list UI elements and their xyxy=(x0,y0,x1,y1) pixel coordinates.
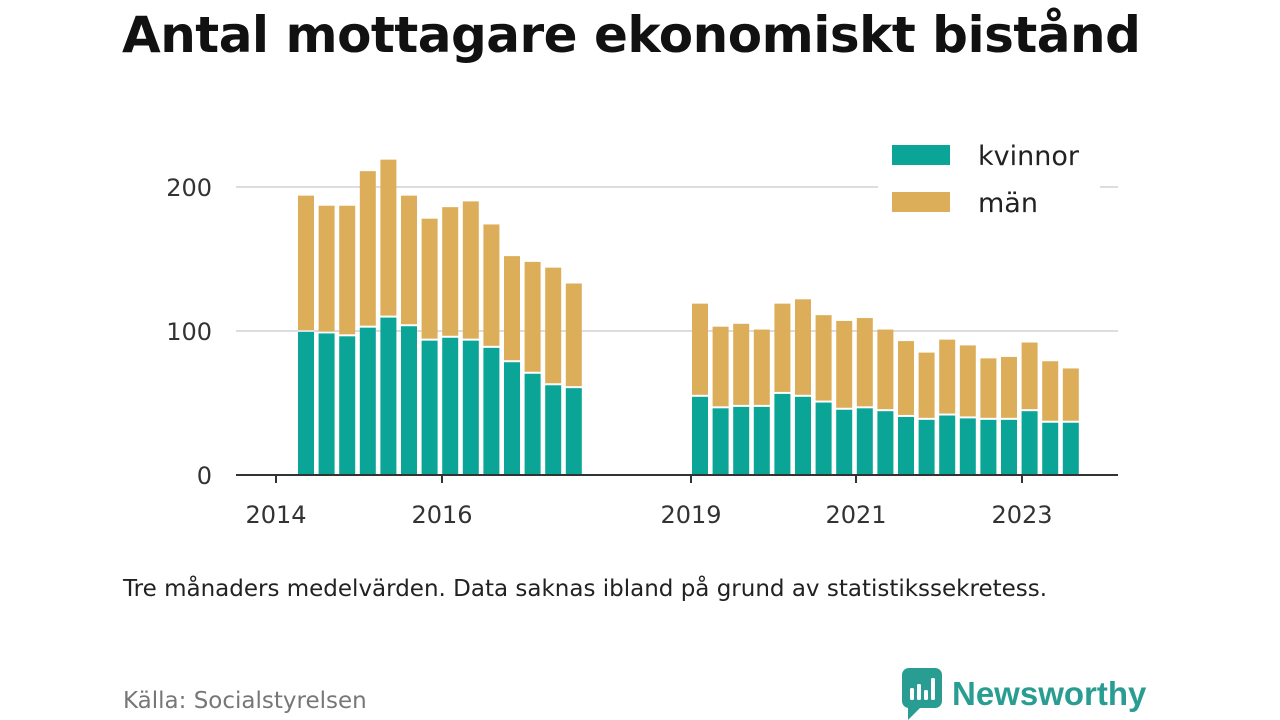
bar-man xyxy=(339,205,356,335)
bar-kvinnor xyxy=(524,373,541,475)
bar-man xyxy=(1001,356,1017,418)
bar-kvinnor xyxy=(339,336,356,475)
x-tick-label: 2021 xyxy=(825,501,886,529)
bar-kvinnor xyxy=(1021,411,1038,475)
bar-kvinnor xyxy=(980,419,997,475)
bar-kvinnor xyxy=(359,327,376,475)
bar-man xyxy=(939,339,956,414)
brand-name: Newsworthy xyxy=(952,675,1147,712)
bar-kvinnor xyxy=(692,396,708,475)
bar-man xyxy=(959,345,976,417)
bar-man xyxy=(918,352,935,418)
bar-kvinnor xyxy=(298,332,314,475)
bar-man xyxy=(565,283,582,387)
bar-man xyxy=(545,267,562,384)
legend-label: kvinnor xyxy=(978,141,1080,172)
bar-kvinnor xyxy=(959,418,976,475)
bar-man xyxy=(898,341,914,415)
bar-man xyxy=(774,303,791,392)
bar-kvinnor xyxy=(421,340,438,475)
x-tick-label: 2019 xyxy=(660,501,721,529)
bar-man xyxy=(298,195,314,330)
bar-man xyxy=(1042,361,1059,421)
bar-man xyxy=(795,299,811,395)
chart-title: Antal mottagare ekonomiskt bistånd xyxy=(122,6,1141,64)
bar-man xyxy=(1021,342,1038,410)
legend-label: män xyxy=(978,188,1038,219)
bar-man xyxy=(733,323,750,405)
bar-kvinnor xyxy=(939,415,956,475)
bar-man xyxy=(318,205,335,332)
bar-kvinnor xyxy=(545,385,562,475)
bar-kvinnor xyxy=(1042,422,1059,475)
bar-kvinnor xyxy=(462,340,479,475)
bar-man xyxy=(877,329,894,410)
bar-kvinnor xyxy=(877,411,894,475)
y-tick-label: 200 xyxy=(166,174,212,202)
legend-swatch xyxy=(892,145,950,165)
bar-kvinnor xyxy=(565,388,582,475)
bar-kvinnor xyxy=(898,416,914,475)
bar-man xyxy=(980,358,997,418)
newsworthy-logo[interactable]: Newsworthy xyxy=(902,668,1146,720)
y-tick-label: 0 xyxy=(197,462,212,490)
bar-man xyxy=(836,320,853,408)
bar-kvinnor xyxy=(442,337,459,475)
bar-kvinnor xyxy=(380,317,397,475)
bar-man xyxy=(692,303,708,395)
bar-man xyxy=(483,224,500,346)
x-tick-label: 2023 xyxy=(991,501,1052,529)
x-tick-label: 2014 xyxy=(245,501,306,529)
chart-note: Tre månaders medelvärden. Data saknas ib… xyxy=(123,576,1048,602)
bar-kvinnor xyxy=(918,419,935,475)
bar-man xyxy=(462,201,479,339)
legend-swatch xyxy=(892,192,950,212)
newsworthy-icon xyxy=(902,668,942,720)
bar-man xyxy=(421,218,438,339)
bar-man xyxy=(712,326,729,407)
bar-kvinnor xyxy=(1001,419,1017,475)
bar-kvinnor xyxy=(318,333,335,475)
bar-kvinnor xyxy=(815,402,832,475)
bar-man xyxy=(815,315,832,401)
bar-kvinnor xyxy=(733,406,750,475)
bar-kvinnor xyxy=(401,326,417,475)
bar-kvinnor xyxy=(712,408,729,475)
bar-man xyxy=(856,318,873,407)
bar-kvinnor xyxy=(483,347,500,475)
bar-kvinnor xyxy=(795,396,811,475)
bar-man xyxy=(359,171,376,326)
bar-kvinnor xyxy=(856,408,873,475)
bar-kvinnor xyxy=(774,393,791,475)
bar-man xyxy=(401,195,417,325)
bar-kvinnor xyxy=(1062,422,1079,475)
bar-kvinnor xyxy=(836,409,853,475)
bar-man xyxy=(380,159,397,316)
x-tick-label: 2016 xyxy=(411,501,472,529)
bar-man xyxy=(504,256,520,361)
source-text: Källa: Socialstyrelsen xyxy=(123,688,367,714)
bar-kvinnor xyxy=(753,406,770,475)
bar-man xyxy=(1062,368,1079,421)
bar-man xyxy=(753,329,770,405)
stacked-bar-chart: 0 100 200 2014 2016 2019 2021 2023 kvinnor män xyxy=(166,141,1118,529)
bar-man xyxy=(442,207,459,336)
bar-man xyxy=(524,261,541,372)
y-tick-label: 100 xyxy=(166,318,212,346)
bar-kvinnor xyxy=(504,362,520,475)
